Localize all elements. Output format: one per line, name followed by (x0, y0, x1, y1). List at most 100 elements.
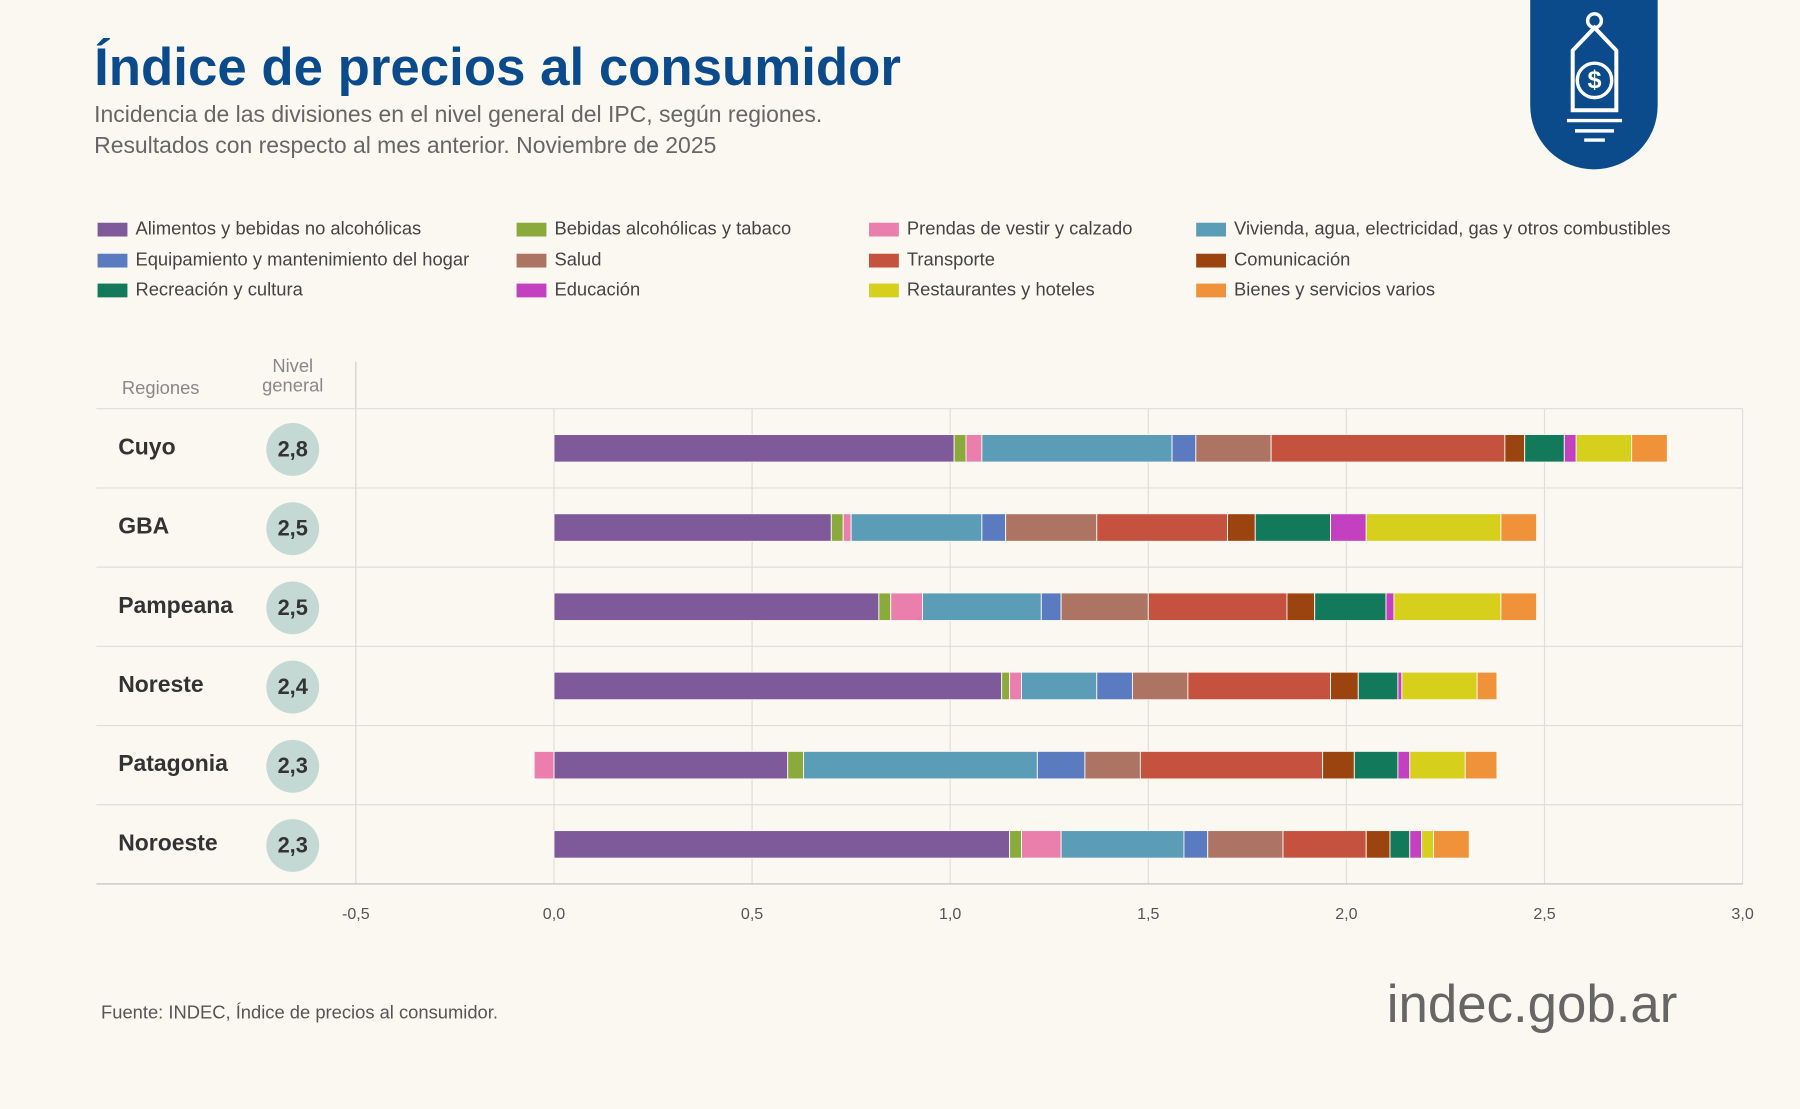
bar-segment (1021, 671, 1098, 701)
bar-segment (1171, 434, 1197, 463)
bar-segment (1096, 671, 1133, 701)
column-header: Nivel general (262, 357, 324, 397)
bar-segment (830, 513, 844, 542)
legend-label: Restaurantes y hoteles (907, 278, 1095, 299)
x-tick-label: 2,5 (1533, 905, 1555, 923)
bar-segment (1397, 671, 1403, 701)
row-label: Pampeana (118, 592, 233, 618)
bar-segment (553, 830, 1011, 859)
legend-label: Alimentos y bebidas no alcohólicas (135, 217, 421, 238)
row-label: GBA (118, 513, 169, 539)
brand: indec.gob.ar (1387, 975, 1678, 1034)
x-tick-label: 1,5 (1137, 905, 1159, 923)
bar-segment (1187, 671, 1332, 701)
bar-segment (1001, 671, 1011, 701)
level-badge (266, 819, 320, 872)
bar-segment (1009, 830, 1022, 859)
x-tick-label: 0,5 (741, 905, 763, 923)
bar-segment (1040, 592, 1062, 621)
level-value: 2,8 (278, 436, 308, 461)
level-badge (266, 660, 320, 714)
bar-segment (1282, 830, 1367, 859)
bar-segment (1060, 830, 1185, 859)
legend-swatch (516, 222, 547, 237)
bar-segment (553, 671, 1003, 701)
bar-segment (1575, 434, 1633, 463)
bar-segment (1005, 513, 1098, 542)
bar-segment (1365, 513, 1502, 542)
level-badge (266, 739, 320, 793)
bar-segment (1131, 671, 1189, 701)
legend-swatch (1196, 222, 1227, 237)
bar-segment (1389, 830, 1411, 859)
bar-segment (1524, 434, 1565, 463)
bar-segment (1500, 592, 1538, 621)
bar-segment (553, 513, 832, 542)
legend-label: Comunicación (1234, 248, 1350, 269)
x-tick-label: 2,0 (1335, 905, 1357, 923)
bar-segment (1397, 750, 1411, 780)
x-tick-label: -0,5 (342, 905, 370, 923)
bar-segment (1464, 750, 1498, 780)
bar-segment (965, 434, 983, 463)
bar-segment (1504, 434, 1526, 463)
bar-segment (1009, 671, 1022, 701)
legend-swatch (869, 222, 899, 237)
bar-segment (553, 750, 789, 780)
bar-segment (1021, 830, 1062, 859)
row-label: Noroeste (118, 829, 217, 855)
level-badge (266, 581, 320, 635)
legend-swatch (516, 253, 547, 268)
row-label: Patagonia (118, 750, 228, 776)
bar-segment (1139, 750, 1324, 780)
legend-swatch (97, 222, 128, 237)
bar-segment (1385, 592, 1395, 621)
source: Fuente: INDEC, Índice de precios al cons… (101, 1002, 498, 1023)
bar-segment (1421, 830, 1435, 859)
bar-segment (1401, 671, 1478, 701)
legend-swatch (869, 253, 899, 268)
bar-segment (1207, 830, 1284, 859)
level-header-box: Nivel general (262, 357, 324, 397)
bar-segment (787, 750, 805, 780)
column-header: Regiones (122, 377, 200, 398)
legend-label: Bienes y servicios varios (1234, 278, 1435, 299)
badge: $ (1530, 0, 1658, 170)
bar-segment (878, 592, 892, 621)
bar-segment (1060, 592, 1149, 621)
legend-swatch (516, 283, 547, 298)
bar-segment (1631, 434, 1668, 463)
x-tick-label: 0,0 (543, 905, 565, 923)
bar-segment (842, 513, 852, 542)
legend-swatch (97, 253, 128, 268)
x-tick-label: 1,0 (939, 905, 961, 923)
bar-segment (1183, 830, 1209, 859)
level-badge (266, 502, 320, 556)
bar-segment (890, 592, 923, 621)
legend-label: Vivienda, agua, electricidad, gas y otro… (1234, 217, 1670, 238)
bar-segment (1096, 513, 1228, 542)
bar-segment (1084, 750, 1141, 780)
bar-segment (1286, 592, 1316, 621)
row-label: Noreste (118, 671, 203, 697)
legend-label: Equipamiento y mantenimiento del hogar (135, 248, 469, 269)
legend-label: Educación (554, 278, 640, 299)
bar-segment (1227, 513, 1256, 542)
bar-segment (1409, 750, 1466, 780)
subtitle: Incidencia de las divisiones en el nivel… (94, 101, 822, 127)
bar-segment (1036, 750, 1086, 780)
legend-swatch (1196, 253, 1227, 268)
bar-segment (1357, 671, 1399, 701)
bar-segment (981, 434, 1173, 463)
bar-segment (953, 434, 967, 463)
bar-segment (533, 750, 555, 780)
legend-swatch (869, 283, 899, 298)
bar-segment (1330, 513, 1367, 542)
legend-swatch (97, 283, 128, 298)
bar-segment (850, 513, 983, 542)
bar-segment (921, 592, 1042, 621)
row-label: Cuyo (118, 433, 175, 459)
legend-swatch (1196, 283, 1227, 298)
bar-segment (1330, 671, 1359, 701)
level-value: 2,5 (278, 595, 308, 620)
